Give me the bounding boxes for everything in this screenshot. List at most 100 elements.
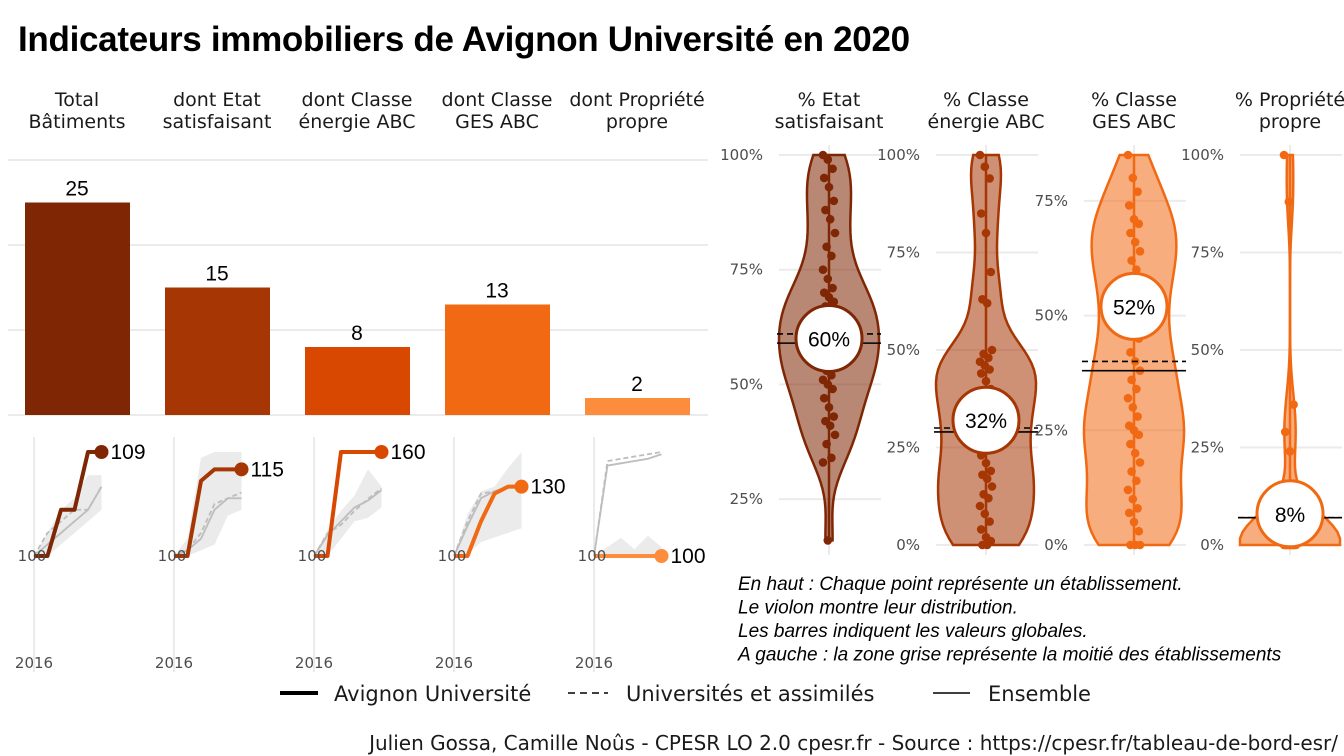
end-point [94, 445, 109, 459]
series-universites [593, 451, 662, 557]
data-point [980, 162, 990, 171]
y-tick-label: 100% [720, 146, 763, 164]
chart-title: Indicateurs immobiliers de Avignon Unive… [18, 20, 910, 59]
notes: En haut : Chaque point représente un éta… [737, 574, 1282, 666]
y-tick-label: 25% [887, 439, 920, 457]
data-point [1132, 476, 1141, 486]
y-tick-label: 0% [1044, 536, 1068, 554]
x-tick-label: 2016 [155, 654, 193, 672]
series-avignon [454, 484, 522, 558]
data-point [1126, 347, 1135, 357]
y-tick-label: 25% [730, 490, 763, 508]
note-line: Le violon montre leur distribution. [738, 598, 1018, 619]
y-tick-label: 75% [1035, 192, 1068, 210]
data-point [1126, 439, 1135, 449]
trend-panel: 115 100 2016 [155, 437, 284, 672]
data-point [830, 430, 840, 440]
data-point [976, 369, 986, 378]
base-label: 100 [298, 547, 327, 565]
data-point [1123, 150, 1133, 160]
data-point [981, 458, 991, 468]
data-point [1284, 197, 1294, 207]
data-point [828, 283, 837, 293]
data-point [828, 384, 837, 394]
data-point [1133, 412, 1142, 421]
series-universites [313, 487, 383, 557]
data-point [980, 509, 990, 519]
violin-panel: 25% 50% 75% 100% 60% % Etat satisfaisant [720, 89, 883, 555]
y-tick-label: 75% [887, 244, 920, 262]
half-band [594, 535, 662, 556]
y-tick-label: 25% [1191, 439, 1224, 457]
data-point [982, 474, 992, 484]
data-point [985, 174, 994, 183]
bar [165, 287, 270, 415]
end-point [514, 479, 529, 494]
y-tick-label: 0% [896, 536, 920, 554]
data-point [821, 205, 830, 215]
trend-panel: 100 100 2016 [575, 437, 706, 672]
data-point [1134, 526, 1144, 536]
value-bubble [1099, 271, 1169, 341]
half-band [34, 475, 102, 556]
data-point [975, 150, 985, 160]
data-point [1124, 508, 1134, 518]
y-tick-label: 100% [1181, 146, 1224, 164]
value-bubble [794, 304, 864, 374]
data-point [829, 412, 839, 421]
category-label: Total Bâtiments [29, 89, 126, 133]
data-point [1285, 447, 1295, 456]
data-point [1127, 375, 1136, 385]
trend-panel: 109 100 2016 [15, 437, 146, 672]
series-avignon [174, 467, 242, 558]
data-point [823, 536, 833, 545]
base-label: 100 [158, 547, 187, 565]
data-point [982, 298, 992, 308]
category-label: dont Etat satisfaisant [163, 89, 272, 133]
end-point [654, 549, 669, 563]
data-point [984, 493, 993, 503]
bar [25, 202, 130, 415]
trend-panel: 160 100 2016 [295, 437, 426, 672]
legend-label: Ensemble [988, 682, 1091, 706]
panel-title: % Classe GES ABC [1091, 89, 1177, 133]
end-label: 130 [531, 476, 566, 499]
data-point [1134, 219, 1144, 229]
half-band [314, 469, 382, 556]
data-point [1128, 494, 1138, 504]
bar-value-label: 25 [65, 178, 88, 201]
data-point [984, 353, 993, 363]
y-tick-label: 0% [1200, 536, 1224, 554]
value-bubble [1255, 479, 1325, 549]
end-point [234, 462, 249, 477]
bar-chart: Total Bâtiments 25 dont Etat satisfaisant 15 d… [8, 89, 708, 416]
source-caption: Julien Gossa, Camille Noûs - CPESR LO 2.… [367, 731, 1338, 755]
base-label: 100 [18, 547, 47, 565]
bar [585, 398, 690, 415]
data-point [1127, 467, 1136, 476]
data-point [1135, 247, 1145, 256]
x-tick-label: 2016 [295, 654, 333, 672]
category-label: dont Classe énergie ABC [299, 89, 416, 133]
value-label: 32% [965, 410, 1007, 433]
data-point [825, 214, 835, 224]
data-point [1124, 201, 1134, 210]
bar-value-label: 2 [631, 373, 643, 396]
data-point [1130, 237, 1140, 247]
data-point [822, 242, 831, 252]
end-label: 160 [391, 441, 426, 464]
data-point [1135, 540, 1145, 550]
note-line: Les barres indiquent les valeurs globale… [738, 621, 1088, 642]
value-label: 60% [808, 329, 850, 352]
bar [445, 304, 550, 415]
x-tick-label: 2016 [15, 654, 53, 672]
legend-label: Avignon Université [334, 682, 531, 706]
end-label: 100 [671, 545, 706, 568]
data-point [827, 370, 836, 380]
data-point [985, 517, 994, 526]
series-avignon [34, 450, 102, 558]
bar-value-label: 13 [485, 280, 508, 303]
data-point [1133, 503, 1142, 513]
end-label: 109 [111, 441, 146, 464]
value-label: 52% [1113, 296, 1155, 319]
